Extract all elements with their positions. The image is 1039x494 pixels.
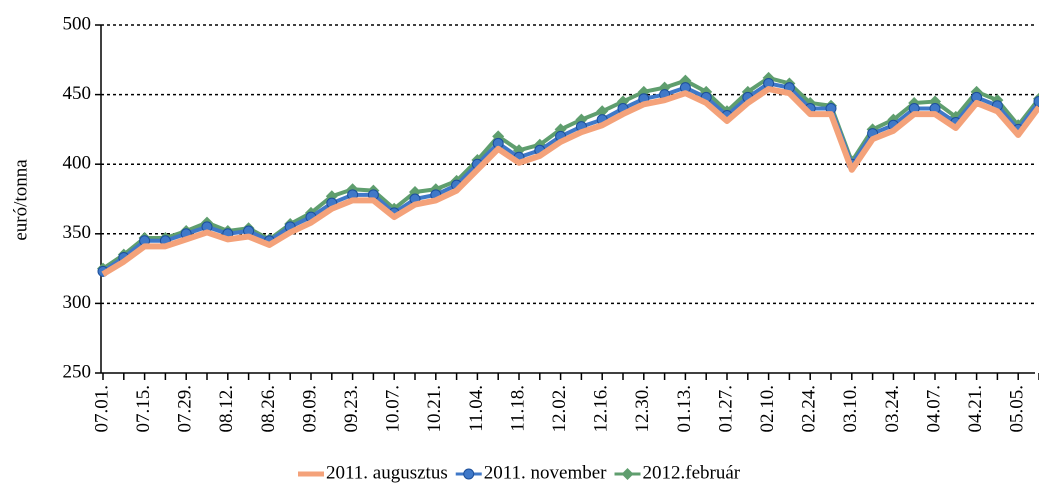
legend-marker [621, 468, 634, 480]
x-tick-label: 03.24. [882, 385, 903, 433]
y-tick-label: 450 [63, 83, 92, 104]
x-tick-label: 07.29. [175, 385, 196, 433]
legend-marker [463, 468, 475, 480]
x-tick-label: 02.24. [799, 385, 820, 433]
x-tick-label: 09.23. [341, 385, 362, 433]
y-tick-label: 300 [63, 292, 92, 313]
x-tick-label: 10.21. [424, 385, 445, 433]
y-tick-label: 350 [63, 222, 92, 243]
x-tick-label: 12.02. [549, 385, 570, 433]
x-tick-label: 09.09. [299, 385, 320, 433]
y-tick-label: 250 [63, 361, 92, 382]
x-tick-label: 02.10. [757, 385, 778, 433]
x-tick-label: 07.15. [133, 385, 154, 433]
data-point [1033, 96, 1039, 108]
series [97, 77, 1039, 277]
series-line [101, 86, 1039, 277]
x-tick-label: 11.18. [507, 385, 528, 432]
x-tick-label: 03.10. [840, 385, 861, 433]
y-axis-label: euró/tonna [10, 159, 31, 241]
x-tick-label: 08.12. [216, 385, 237, 433]
y-tick-label: 400 [63, 153, 92, 174]
x-tick-label: 11.04. [466, 385, 487, 432]
x-tick-label: 05.05. [1007, 385, 1028, 433]
legend-label: 2011. november [484, 462, 607, 483]
series-line [101, 81, 1039, 274]
series [97, 71, 1039, 275]
x-tick-label: 04.21. [965, 385, 986, 433]
x-tick-label: 07.01. [91, 385, 112, 433]
x-tick-label: 01.13. [674, 385, 695, 433]
x-tick-label: 04.07. [923, 385, 944, 433]
data-point [596, 105, 609, 118]
x-tick-label: 12.30. [632, 385, 653, 433]
x-tick-label: 01.27. [715, 385, 736, 433]
legend-label: 2011. augusztus [326, 462, 448, 483]
x-tick-label: 12.16. [591, 385, 612, 433]
series [101, 86, 1039, 277]
x-tick-label: 10.07. [383, 385, 404, 433]
legend-label: 2012.február [643, 462, 741, 483]
y-tick-label: 500 [63, 13, 92, 34]
x-tick-label: 08.26. [258, 385, 279, 433]
